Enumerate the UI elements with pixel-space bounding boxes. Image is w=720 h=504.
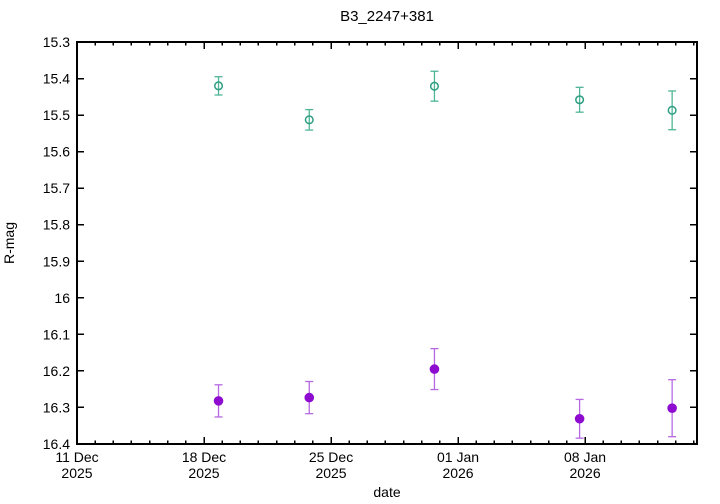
data-point-open-circle: [213, 81, 224, 91]
x-tick-label-date: 25 Dec: [309, 449, 353, 465]
x-tick-label-year: 2026: [442, 465, 473, 481]
data-point-filled-circle: [429, 364, 440, 374]
data-point-open-circle: [429, 81, 439, 91]
y-tick-label: 16.2: [43, 363, 70, 379]
y-tick-label: 16.1: [43, 326, 70, 342]
y-tick-label: 15.8: [43, 217, 70, 233]
data-point-open-circle: [667, 105, 677, 115]
x-tick-label-year: 2025: [315, 465, 346, 481]
y-tick-label: 15.6: [43, 144, 70, 160]
y-tick-label: 16.4: [43, 436, 70, 452]
y-tick-label: 15.4: [43, 71, 70, 87]
y-tick-label: 16.3: [43, 399, 70, 415]
data-point-filled-circle: [574, 413, 585, 424]
y-axis-label: R-mag: [1, 222, 17, 264]
plot-border: [76, 41, 698, 445]
x-tick-label-date: 01 Jan: [437, 449, 479, 465]
y-tick-label: 16: [54, 290, 70, 306]
x-tick-label-date: 18 Dec: [182, 449, 226, 465]
x-axis-label: date: [373, 484, 400, 500]
data-point-filled-circle: [304, 392, 315, 403]
data-point-open-circle: [304, 115, 314, 125]
y-tick-label: 15.7: [43, 180, 70, 196]
y-tick-label: 15.9: [43, 253, 70, 269]
y-tick-label: 15.5: [43, 107, 70, 123]
x-tick-label-year: 2025: [188, 465, 219, 481]
x-tick-label-year: 2026: [569, 465, 600, 481]
data-point-open-circle: [575, 95, 585, 105]
x-tick-label-year: 2025: [61, 465, 92, 481]
x-tick-label-date: 08 Jan: [564, 449, 606, 465]
y-tick-label: 15.3: [43, 34, 70, 50]
data-point-filled-circle: [667, 403, 677, 413]
chart-title: B3_2247+381: [340, 8, 434, 25]
data-point-filled-circle: [213, 396, 224, 406]
x-tick-label-date: 11 Dec: [55, 449, 98, 465]
plot-layer: 15.3 15.4 15.5 15.6 15.7 15.8 15.9 16 16.1 16.2 16…: [43, 34, 698, 481]
